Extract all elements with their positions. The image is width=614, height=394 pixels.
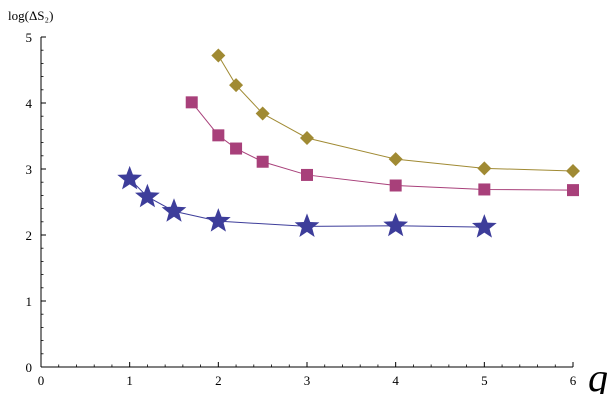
series-line-2 (191, 102, 574, 191)
data-point-series-2 (230, 142, 243, 155)
data-point-series-1 (229, 78, 244, 93)
data-point-series-1 (211, 48, 226, 63)
data-point-series-3 (294, 213, 320, 237)
data-point-series-3 (135, 183, 160, 208)
data-point-series-1 (477, 161, 492, 176)
series-markers (117, 48, 580, 238)
axes: 0 1 2 3 4 5 6 0 1 2 3 4 5 (26, 30, 577, 388)
data-point-series-3 (161, 198, 187, 222)
data-point-series-3 (471, 214, 497, 238)
data-point-series-1 (388, 152, 403, 167)
data-point-series-2 (301, 168, 313, 181)
x-tick-label: 3 (304, 373, 311, 388)
x-tick-label: 5 (481, 373, 488, 388)
data-point-series-3 (205, 208, 231, 232)
data-point-series-2 (389, 179, 402, 192)
x-tick-label: 2 (215, 373, 222, 388)
series-lines (129, 55, 574, 228)
x-tick-label: 0 (38, 373, 45, 388)
y-axis-label: log(ΔS₂) (8, 8, 53, 23)
data-point-series-2 (212, 129, 225, 142)
data-point-series-3 (117, 165, 143, 190)
y-tick-label: 3 (26, 162, 33, 177)
y-tick-label: 4 (26, 96, 33, 111)
data-point-series-2 (185, 96, 198, 109)
x-tick-label: 6 (570, 373, 577, 388)
data-point-series-2 (256, 155, 269, 168)
data-point-series-1 (255, 106, 270, 121)
x-axis-label: q (588, 355, 608, 394)
data-point-series-3 (383, 212, 409, 237)
x-tick-label: 4 (392, 373, 399, 388)
data-point-series-1 (300, 130, 314, 145)
y-tick-label: 5 (26, 30, 33, 45)
y-tick-label: 2 (26, 228, 33, 243)
x-tick-label: 1 (126, 373, 133, 388)
y-tick-label: 0 (26, 360, 33, 375)
y-tick-label: 1 (26, 294, 33, 309)
data-point-series-2 (567, 184, 579, 197)
data-point-series-1 (566, 163, 580, 178)
data-point-series-2 (478, 183, 491, 196)
